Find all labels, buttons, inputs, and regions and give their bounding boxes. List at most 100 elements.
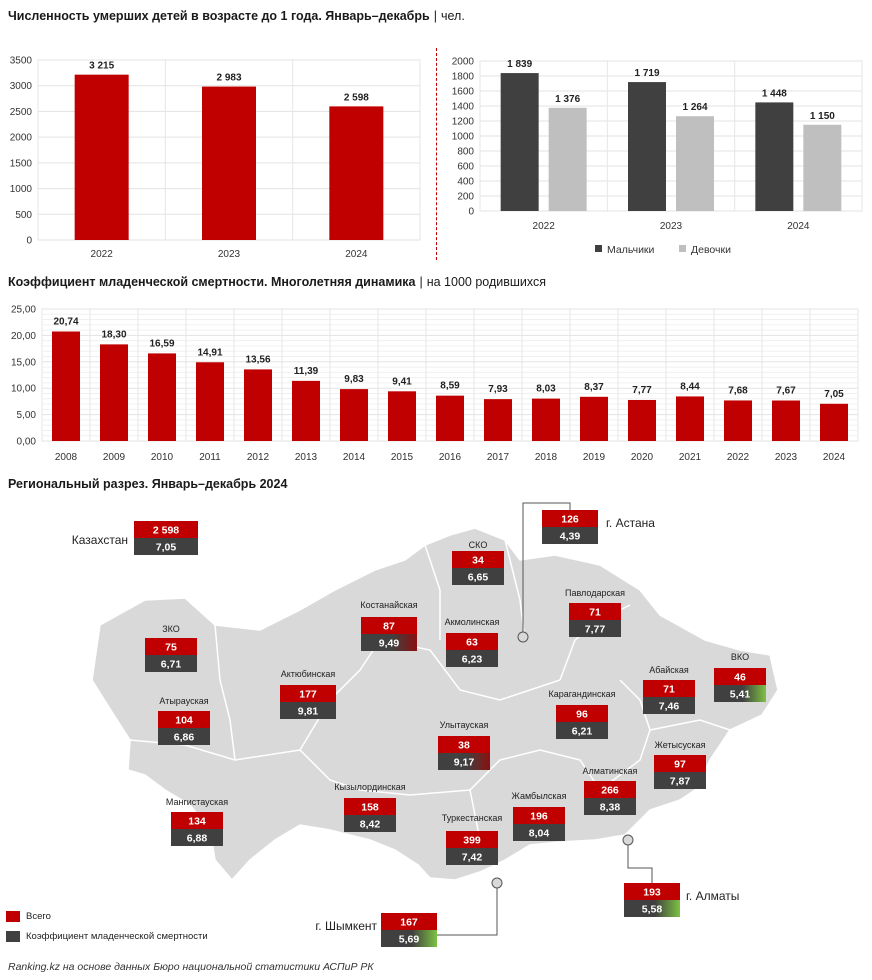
region-total-box <box>513 807 565 824</box>
region-rate-box <box>280 702 336 719</box>
chart3-x-tick: 2010 <box>151 452 174 463</box>
chart3-x-tick: 2020 <box>631 452 654 463</box>
astana-location-marker <box>517 631 529 643</box>
region-total-box <box>171 812 223 829</box>
region-rate-box <box>714 685 766 702</box>
region-rate-value: 7,42 <box>462 852 483 864</box>
region-total-box <box>446 831 498 848</box>
chart3-y-tick: 0,00 <box>17 437 37 448</box>
shymkent-leader-line <box>437 883 498 936</box>
region-total-value: 167 <box>400 917 418 929</box>
chart3-title-text: Коэффициент младенческой смертности. Мно… <box>8 275 416 289</box>
region-name-label: Алматинская <box>583 766 638 776</box>
region-rate-value: 6,21 <box>572 726 593 738</box>
chart3-x-tick: 2024 <box>823 452 846 463</box>
region-rate-value: 9,17 <box>454 757 475 769</box>
region-total-box <box>556 705 608 722</box>
region-rate-value: 4,39 <box>560 531 581 543</box>
chart2-bar-girls <box>803 124 842 211</box>
region-rate-box <box>446 650 498 667</box>
chart1-y-tick: 500 <box>15 210 32 221</box>
chart3-data-label: 7,67 <box>776 386 796 397</box>
region-name-label: г. Алматы <box>686 889 739 903</box>
region-rate-box <box>569 620 621 637</box>
chart3-y-tick: 10,00 <box>11 384 36 395</box>
chart3-bar <box>52 331 80 441</box>
chart2-legend-swatch <box>595 245 602 252</box>
region-total-box <box>452 551 504 568</box>
region-total-value: 193 <box>643 887 661 899</box>
title-separator: | <box>419 275 423 289</box>
chart2-x-tick: 2023 <box>660 221 683 232</box>
region-total-box <box>361 617 417 634</box>
chart2-y-tick: 400 <box>457 177 474 188</box>
chart3-bar <box>772 400 800 441</box>
chart2-legend-label: Девочки <box>691 244 731 256</box>
region-rate-box <box>158 728 210 745</box>
region-rate-box <box>438 753 490 770</box>
almaty-location-marker <box>622 834 634 846</box>
chart3-x-tick: 2013 <box>295 452 318 463</box>
region-name-label: Павлодарская <box>565 588 625 598</box>
region-rate-box <box>556 722 608 739</box>
chart3-data-label: 7,05 <box>824 389 844 400</box>
region-total-box <box>643 680 695 697</box>
region-name-label: ВКО <box>731 652 749 662</box>
region-rate-box <box>171 829 223 846</box>
region-total-box <box>280 685 336 702</box>
region-total-box <box>714 668 766 685</box>
region-rate-value: 6,71 <box>161 659 182 671</box>
source-note: Ranking.kz на основе данных Бюро национа… <box>8 961 374 973</box>
region-name-label: Актюбинская <box>281 669 336 679</box>
chart3-bar <box>676 396 704 441</box>
chart3-bar <box>436 395 464 441</box>
region-total-value: 134 <box>188 816 206 828</box>
chart3-y-tick: 25,00 <box>11 305 36 316</box>
chart1-x-tick: 2022 <box>91 249 114 260</box>
chart3-y-tick: 5,00 <box>17 410 37 421</box>
region-rate-value: 8,42 <box>360 819 381 831</box>
legend-rate: Коэффициент младенческой смертности <box>6 931 208 942</box>
chart2-x-tick: 2024 <box>787 221 810 232</box>
astana-leader-line <box>522 502 571 637</box>
chart3-x-tick: 2016 <box>439 452 462 463</box>
chart3-x-tick: 2019 <box>583 452 606 463</box>
region-name-label: Атырауская <box>159 696 208 706</box>
chart1-title-text: Численность умерших детей в возрасте до … <box>8 9 430 23</box>
region-total-box <box>569 603 621 620</box>
chart1-y-tick: 1000 <box>10 184 33 195</box>
region-rate-box <box>643 697 695 714</box>
region-name-label: Туркестанская <box>442 813 503 823</box>
legend-rate-swatch <box>6 931 20 942</box>
region-name-label: г. Шымкент <box>315 919 377 933</box>
chart2-legend-label: Мальчики <box>607 244 655 256</box>
region-total-value: 71 <box>663 684 675 696</box>
region-rate-box <box>344 815 396 832</box>
region-total-box <box>584 781 636 798</box>
chart3-data-label: 14,91 <box>197 347 222 358</box>
chart3-y-tick: 15,00 <box>11 357 36 368</box>
region-name-label: Костанайская <box>360 600 417 610</box>
region-rate-value: 8,04 <box>529 828 550 840</box>
region-name-label: ЗКО <box>162 624 180 634</box>
region-total-value: 196 <box>530 811 548 823</box>
region-name-label: Казахстан <box>72 533 128 547</box>
chart3-x-tick: 2021 <box>679 452 702 463</box>
chart3-data-label: 13,56 <box>245 354 270 365</box>
chart3-data-label: 20,74 <box>53 316 78 327</box>
legend-total-swatch <box>6 911 20 922</box>
region-total-value: 34 <box>472 555 484 567</box>
legend-total: Всего <box>6 911 51 922</box>
chart3-data-label: 11,39 <box>294 366 319 377</box>
chart3-bar <box>820 403 848 441</box>
chart2-bar-boys <box>500 73 539 211</box>
chart3-title: Коэффициент младенческой смертности. Мно… <box>8 275 546 289</box>
chart3-x-tick: 2017 <box>487 452 510 463</box>
chart3-bar <box>724 400 752 441</box>
chart2-y-tick: 1200 <box>452 117 475 128</box>
region-total-value: 96 <box>576 709 588 721</box>
chart1-x-tick: 2024 <box>345 249 368 260</box>
chart2-y-tick: 1400 <box>452 102 475 113</box>
chart1-y-tick: 3000 <box>10 81 33 92</box>
region-rate-box <box>361 634 417 651</box>
